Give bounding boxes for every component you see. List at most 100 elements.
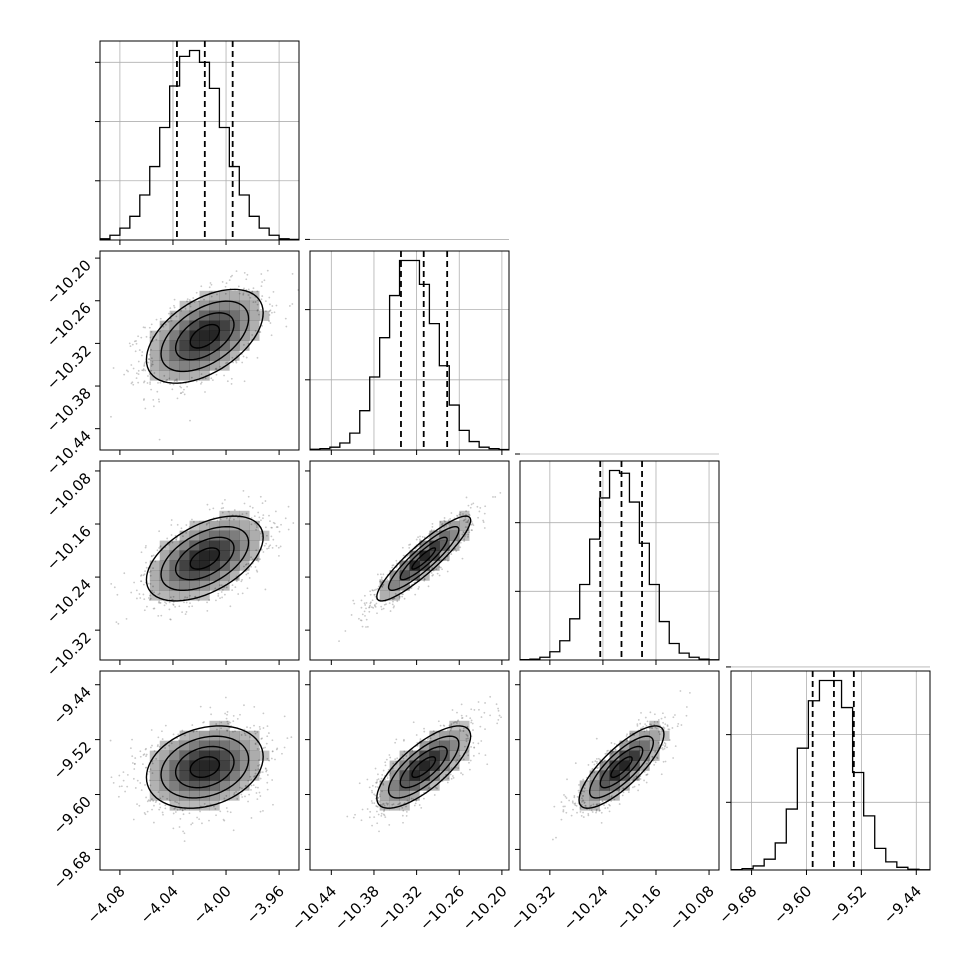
scatter-point — [258, 774, 261, 777]
density-cell — [179, 590, 190, 601]
scatter-point — [644, 723, 647, 726]
scatter-point — [169, 596, 172, 599]
contour-3 — [376, 725, 472, 809]
density-cell — [239, 330, 250, 341]
scatter-point — [432, 574, 434, 576]
scatter-point — [598, 810, 601, 812]
scatter-point — [291, 303, 294, 305]
scatter-point — [599, 802, 602, 804]
scatter-point — [115, 621, 118, 623]
density-cell — [209, 330, 220, 341]
density-cell — [239, 310, 250, 321]
scatter-point — [118, 785, 121, 788]
density-cell — [439, 760, 450, 771]
density-cell — [239, 320, 250, 331]
scatter-point — [151, 744, 153, 747]
scatter-point — [382, 783, 385, 786]
scatter-point — [261, 737, 263, 740]
scatter-point — [221, 596, 224, 599]
density-cell — [199, 750, 210, 761]
scatter-point — [142, 583, 145, 586]
scatter-point — [118, 774, 121, 777]
density-cell — [639, 750, 650, 761]
scatter-point — [450, 727, 453, 730]
density-cell — [189, 730, 200, 741]
scatter-point — [465, 733, 468, 736]
panel-2-0: −10.32−10.24−10.16−10.08 — [43, 460, 300, 680]
scatter-point — [401, 814, 404, 817]
scatter-point — [283, 715, 286, 718]
scatter-point — [427, 738, 429, 741]
density-cell — [219, 340, 230, 351]
scatter-point — [269, 322, 272, 324]
scatter-point — [264, 767, 267, 770]
scatter-point — [206, 503, 209, 506]
density-cell — [429, 550, 440, 561]
scatter-point — [384, 761, 387, 764]
scatter-point — [375, 781, 378, 784]
scatter-point — [465, 521, 468, 524]
scatter-point — [194, 595, 196, 598]
scatter-point — [157, 744, 159, 746]
scatter-point — [264, 526, 267, 529]
scatter-point — [144, 570, 147, 573]
scatter-point — [438, 574, 441, 577]
panel-2-1 — [305, 460, 510, 665]
scatter-point — [223, 374, 225, 377]
density-cell — [209, 350, 220, 361]
scatter-point — [260, 273, 263, 275]
scatter-point — [580, 814, 583, 817]
scatter-point — [644, 716, 647, 719]
y-tick-label-1-3: −10.26 — [43, 299, 95, 351]
scatter-point — [255, 549, 258, 552]
scatter-point — [172, 383, 175, 386]
scatter-point — [629, 733, 632, 735]
scatter-point — [358, 782, 361, 785]
scatter-point — [250, 784, 253, 787]
scatter-point — [661, 744, 664, 746]
y-tick-label-3-0: −9.68 — [50, 848, 95, 893]
scatter-point — [145, 766, 148, 769]
scatter-point — [605, 752, 608, 755]
scatter-point — [178, 826, 181, 828]
scatter-point — [254, 772, 257, 775]
scatter-point — [266, 725, 269, 728]
scatter-point — [188, 526, 191, 529]
scatter-point — [140, 574, 143, 576]
scatter-point — [418, 538, 421, 541]
scatter-point — [257, 764, 260, 767]
scatter-point — [250, 517, 253, 519]
scatter-point — [421, 535, 424, 538]
scatter-point — [402, 554, 405, 557]
scatter-point — [247, 495, 250, 498]
density-cell — [189, 590, 200, 601]
scatter-point — [271, 779, 274, 781]
scatter-point — [268, 310, 271, 312]
scatter-point — [154, 560, 157, 563]
scatter-point — [584, 804, 587, 807]
scatter-point — [361, 808, 364, 811]
scatter-point — [276, 747, 279, 750]
scatter-point — [234, 586, 237, 588]
scatter-point — [581, 800, 583, 803]
density-cell — [629, 770, 640, 781]
scatter-point — [183, 601, 185, 604]
scatter-point — [143, 365, 146, 367]
scatter-point — [638, 783, 640, 786]
scatter-point — [132, 367, 135, 370]
scatter-point — [112, 781, 115, 784]
scatter-point — [402, 809, 405, 812]
scatter-point — [622, 787, 624, 790]
scatter-point — [241, 361, 244, 364]
scatter-point — [258, 791, 261, 794]
scatter-point — [409, 543, 412, 546]
scatter-point — [423, 797, 425, 800]
scatter-point — [666, 746, 668, 749]
scatter-point — [373, 589, 376, 592]
scatter-point — [182, 830, 185, 833]
scatter-point — [432, 730, 435, 733]
scatter-point — [265, 742, 268, 745]
scatter-point — [664, 723, 667, 726]
scatter-point — [190, 823, 193, 826]
scatter-point — [374, 767, 377, 770]
